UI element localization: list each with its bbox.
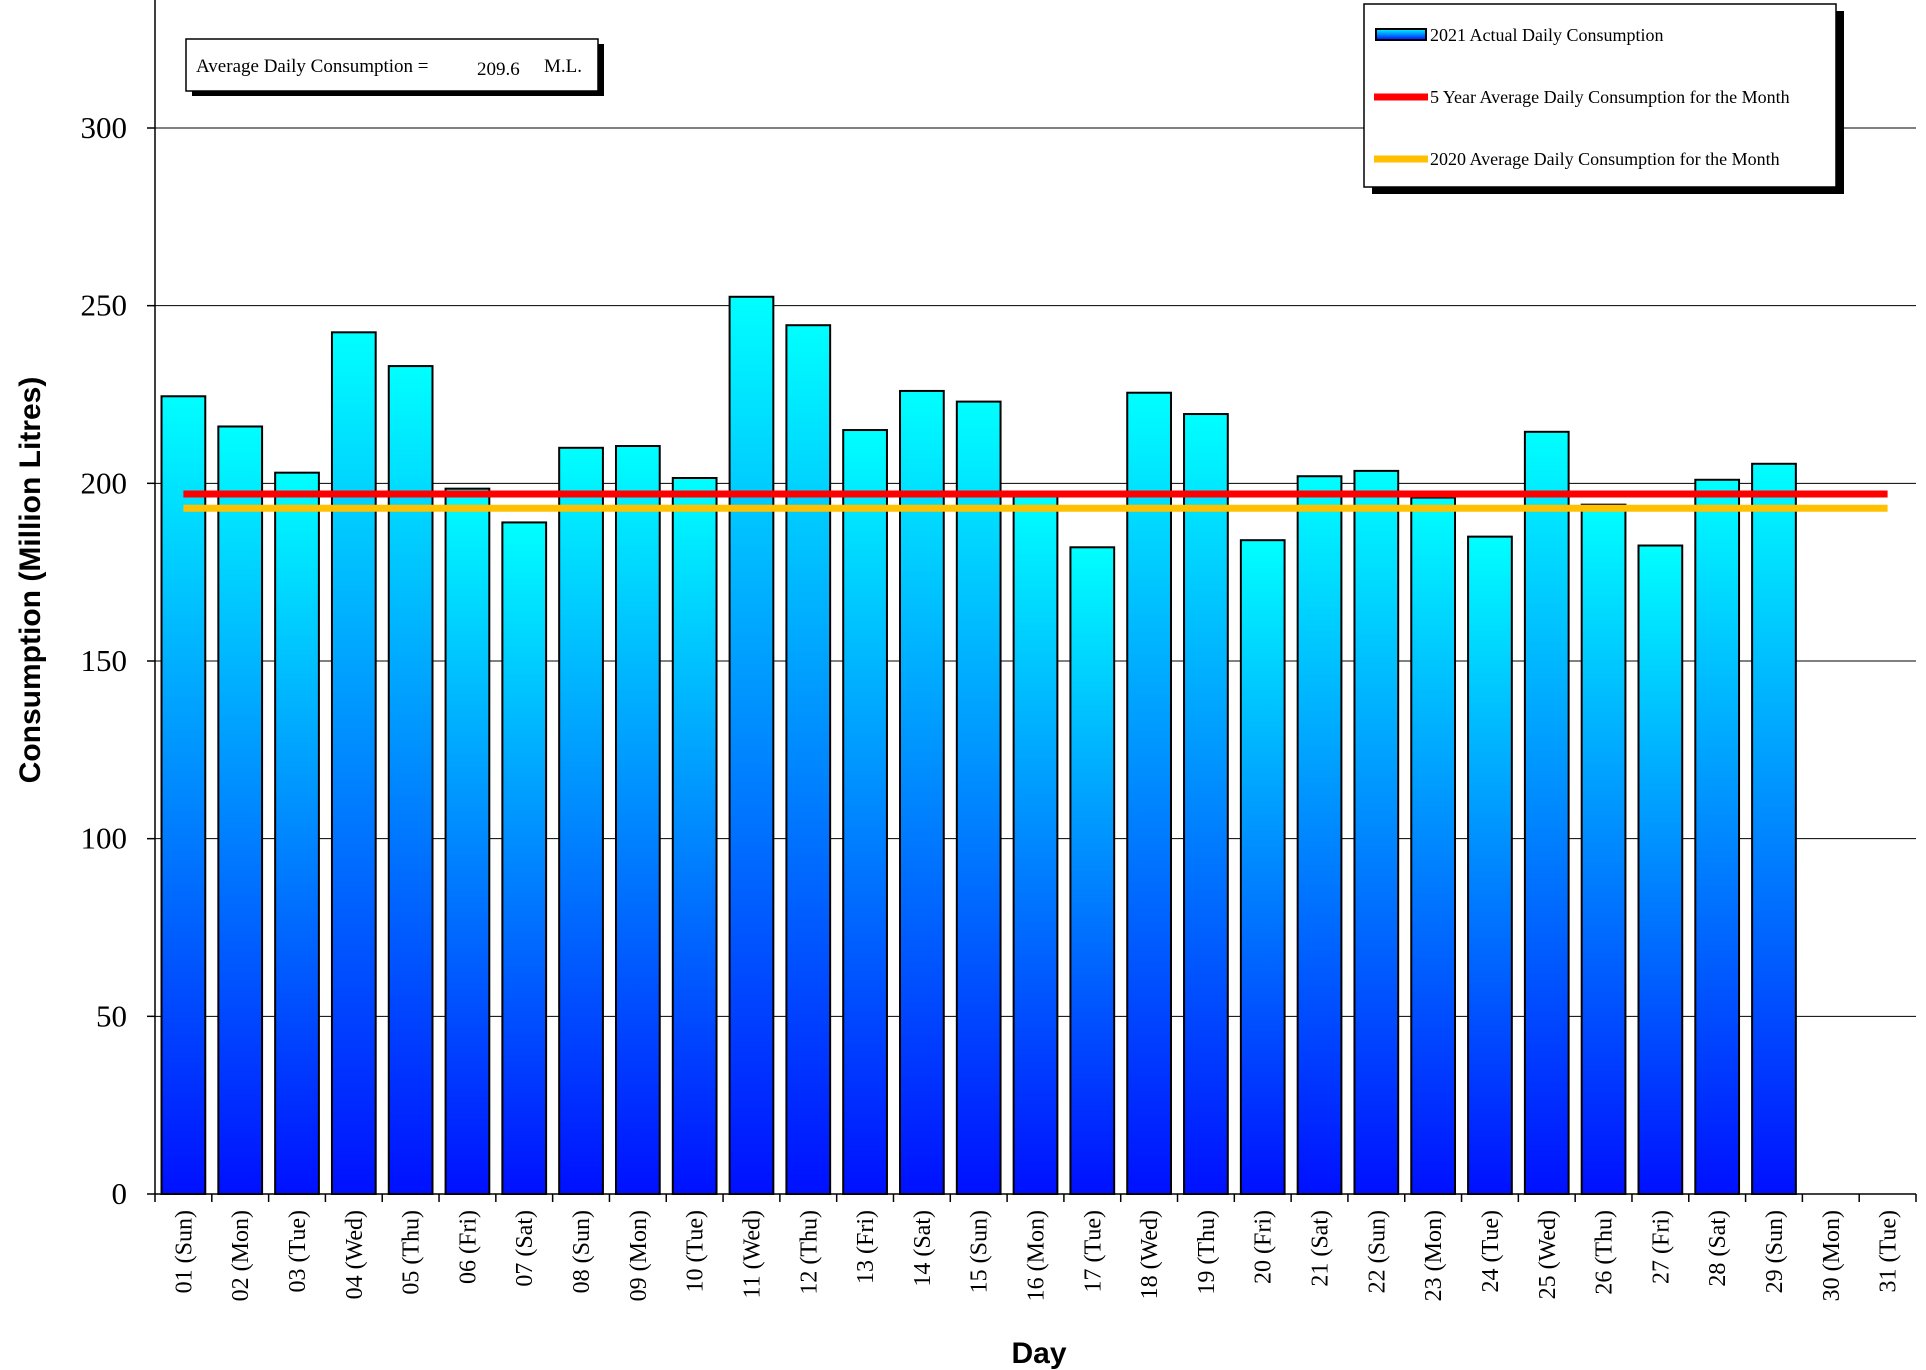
- legend-swatch-bar: [1376, 29, 1426, 40]
- bar: [673, 478, 717, 1194]
- x-tick-label: 20 (Fri): [1251, 1210, 1277, 1284]
- bars: [162, 297, 1796, 1194]
- bar: [1752, 464, 1796, 1194]
- bar: [730, 297, 774, 1194]
- x-tick-label: 29 (Sun): [1762, 1210, 1788, 1293]
- y-tick-label: 0: [112, 1176, 128, 1211]
- x-tick-label: 26 (Thu): [1592, 1210, 1618, 1295]
- bar: [1241, 540, 1285, 1194]
- bar: [502, 522, 546, 1194]
- x-tick-label: 05 (Thu): [399, 1210, 425, 1295]
- bar: [389, 366, 433, 1194]
- bar: [843, 430, 887, 1194]
- bar: [559, 448, 603, 1194]
- x-tick-label: 03 (Tue): [285, 1210, 311, 1292]
- x-tick-label: 19 (Thu): [1194, 1210, 1220, 1295]
- legend: 2021 Actual Daily Consumption 5 Year Ave…: [1364, 4, 1844, 194]
- bar: [332, 332, 376, 1194]
- x-tick-label: 11 (Wed): [739, 1210, 765, 1298]
- x-tick-label: 14 (Sat): [910, 1210, 936, 1287]
- x-tick-label: 02 (Mon): [228, 1210, 254, 1301]
- bar: [1298, 476, 1342, 1194]
- y-tick-label: 300: [81, 110, 128, 145]
- x-tick-label: 23 (Mon): [1421, 1210, 1447, 1301]
- bar: [1639, 546, 1683, 1194]
- x-tick-label: 18 (Wed): [1137, 1210, 1163, 1299]
- x-tick-label: 25 (Wed): [1535, 1210, 1561, 1299]
- x-tick-label: 27 (Fri): [1648, 1210, 1674, 1284]
- bar: [1184, 414, 1228, 1194]
- bar: [1525, 432, 1569, 1194]
- bar: [1070, 547, 1114, 1194]
- x-tick-label: 01 (Sun): [171, 1210, 197, 1293]
- bar: [162, 396, 206, 1194]
- bar: [1127, 393, 1171, 1194]
- bar: [1354, 471, 1398, 1194]
- bar: [1014, 496, 1058, 1194]
- bar: [957, 402, 1001, 1194]
- bar: [1582, 505, 1626, 1194]
- y-tick-label: 100: [81, 821, 128, 856]
- x-tick-label: 07 (Sat): [512, 1210, 538, 1287]
- average-consumption-box: Average Daily Consumption = 209.6 M.L.: [186, 39, 604, 96]
- legend-label-bar: 2021 Actual Daily Consumption: [1430, 25, 1664, 45]
- x-tick-label: 31 (Tue): [1876, 1210, 1902, 1292]
- x-tick-label: 13 (Fri): [853, 1210, 879, 1284]
- bar: [1695, 480, 1739, 1194]
- average-value: 209.6: [477, 59, 520, 80]
- x-tick-labels: 01 (Sun) 02 (Mon) 03 (Tue) 04 (Wed) 05 (Thu)…: [155, 1194, 1916, 1301]
- y-tick-label: 150: [81, 643, 128, 678]
- x-tick-label: 12 (Thu): [796, 1210, 822, 1295]
- legend-label-2020: 2020 Average Daily Consumption for the M…: [1430, 149, 1780, 169]
- x-tick-label: 17 (Tue): [1080, 1210, 1106, 1292]
- x-tick-label: 16 (Mon): [1024, 1210, 1050, 1301]
- y-tick-label: 200: [81, 465, 128, 500]
- bar: [218, 426, 262, 1194]
- x-tick-label: 04 (Wed): [342, 1210, 368, 1299]
- bar: [1468, 537, 1512, 1194]
- bar: [1411, 498, 1455, 1194]
- x-axis-title: Day: [1011, 1337, 1066, 1370]
- x-tick-label: 28 (Sat): [1705, 1210, 1731, 1287]
- x-tick-label: 08 (Sun): [569, 1210, 595, 1293]
- x-tick-label: 15 (Sun): [967, 1210, 993, 1293]
- legend-label-5yr: 5 Year Average Daily Consumption for the…: [1430, 87, 1790, 107]
- x-tick-label: 06 (Fri): [455, 1210, 481, 1284]
- average-label: Average Daily Consumption =: [196, 56, 429, 77]
- bar: [616, 446, 660, 1194]
- bar: [786, 325, 830, 1194]
- bar: [446, 489, 490, 1194]
- x-tick-label: 10 (Tue): [683, 1210, 709, 1292]
- y-tick-label: 50: [96, 998, 127, 1033]
- x-tick-label: 21 (Sat): [1308, 1210, 1334, 1287]
- x-tick-label: 24 (Tue): [1478, 1210, 1504, 1292]
- bar: [275, 473, 319, 1194]
- x-tick-label: 30 (Mon): [1819, 1210, 1845, 1301]
- y-tick-label: 250: [81, 288, 128, 323]
- y-axis-title: Consumption (Million Litres): [14, 377, 47, 784]
- x-tick-label: 09 (Mon): [626, 1210, 652, 1301]
- average-unit: M.L.: [544, 56, 582, 77]
- y-tick-labels: 0 50 100 150 200 250 300: [81, 110, 156, 1211]
- x-tick-label: 22 (Sun): [1364, 1210, 1390, 1293]
